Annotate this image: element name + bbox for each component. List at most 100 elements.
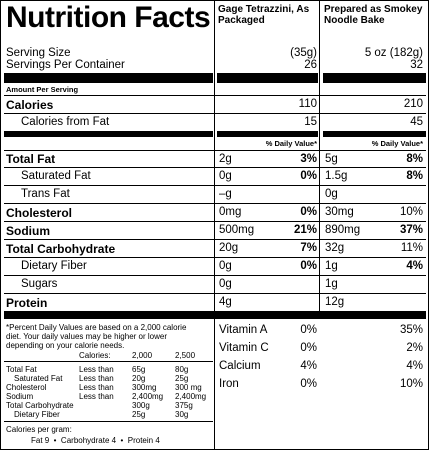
nutrient-amount-col1: 0mg	[219, 206, 242, 218]
dv-table-v1: 300mg	[132, 383, 157, 392]
dv-table-qual: Less than	[79, 383, 114, 392]
nutrient-name: Total Carbohydrate	[6, 242, 116, 256]
divider	[4, 421, 213, 422]
medium-divider	[323, 131, 426, 137]
divider	[4, 361, 213, 362]
column-separator	[319, 1, 320, 319]
calories-per-gram-values: Fat 9 • Carbohydrate 4 • Protein 4	[31, 436, 160, 445]
vitamin-name: Calcium	[219, 360, 261, 372]
footnote-calories-label: Calories:	[79, 351, 111, 360]
nutrient-dv-col2: 10%	[399, 206, 423, 218]
nutrient-amount-col1: 4g	[219, 296, 232, 308]
serving-size-col2: 5 oz (182g)	[364, 47, 423, 59]
divider	[4, 203, 426, 204]
divider	[4, 239, 426, 240]
nutrient-amount-col2: 12g	[325, 296, 345, 308]
vitamin-col2: 4%	[406, 360, 423, 372]
calories-from-fat-col1: 15	[304, 116, 317, 128]
vitamin-col1: 0%	[300, 342, 317, 354]
dv-table-v2: 30g	[175, 410, 189, 419]
thick-divider	[4, 73, 213, 83]
nutrient-name: Sodium	[6, 224, 50, 238]
dv-table-v2: 300 mg	[175, 383, 202, 392]
nutrient-dv-col1: 3%	[300, 153, 317, 165]
dv-table-v1: 20g	[132, 374, 146, 383]
dv-table-name: Total Fat	[6, 365, 37, 374]
divider	[4, 167, 426, 168]
servings-per-container-col1: 26	[304, 59, 317, 71]
nutrient-amount-col2: 5g	[325, 153, 338, 165]
nutrient-dv-col1: 0%	[300, 170, 317, 182]
daily-value-header-col1: % Daily Value*	[265, 139, 317, 148]
divider	[4, 150, 426, 151]
serving-size-label: Serving Size	[6, 47, 71, 59]
vitamin-col2: 10%	[399, 378, 423, 390]
nutrient-dv-col2: 37%	[399, 224, 423, 236]
dv-table-name: Total Carbohydrate	[6, 401, 74, 410]
dv-table-name: Dietary Fiber	[14, 410, 60, 419]
thick-divider	[4, 311, 426, 319]
column-header-as-packaged: Gage Tetrazzini, As Packaged	[218, 4, 310, 26]
servings-per-container-col2: 32	[410, 59, 423, 71]
dv-table-name: Saturated Fat	[14, 374, 63, 383]
nutrient-dv-col2: 11%	[400, 242, 423, 254]
nutrient-dv-col1: 7%	[300, 242, 317, 254]
divider	[4, 293, 426, 294]
dv-table-v1: 65g	[132, 365, 146, 374]
nutrient-name: Sugars	[21, 278, 58, 290]
nutrient-dv-col1: 0%	[300, 206, 317, 218]
dv-table-name: Sodium	[6, 392, 34, 401]
nutrient-amount-col2: 0g	[325, 188, 338, 200]
divider	[4, 257, 426, 258]
vitamin-name: Vitamin C	[219, 342, 269, 354]
footnote-line: diet. Your daily values may be higher or…	[6, 332, 167, 341]
dv-table-qual: Less than	[79, 365, 114, 374]
nutrient-amount-col2: 30mg	[325, 206, 354, 218]
dv-table-v2: 375g	[175, 401, 193, 410]
divider	[4, 185, 426, 186]
calories-label: Calories	[6, 98, 54, 112]
nutrient-amount-col2: 1.5g	[325, 170, 348, 182]
dv-table-name: Cholesterol	[6, 383, 47, 392]
column-separator	[214, 1, 215, 449]
footnote-cal-2000: 2,000	[132, 351, 153, 360]
nutrient-dv-col2: 4%	[406, 260, 423, 272]
daily-value-header-col2: % Daily Value*	[371, 139, 423, 148]
thick-divider	[323, 73, 426, 83]
vitamin-col2: 2%	[406, 342, 423, 354]
nutrient-name: Trans Fat	[21, 188, 70, 200]
nutrient-amount-col2: 1g	[325, 278, 338, 290]
nutrient-dv-col2: 8%	[406, 153, 423, 165]
nutrient-amount-col1: 0g	[219, 278, 232, 290]
dv-table-qual: Less than	[79, 374, 114, 383]
serving-size-col1: (35g)	[290, 47, 317, 59]
vitamin-col2: 35%	[399, 324, 423, 336]
nutrient-dv-col2: 8%	[406, 170, 423, 182]
dv-table-v2: 80g	[175, 365, 189, 374]
medium-divider	[4, 131, 213, 137]
dv-table-v1: 300g	[132, 401, 150, 410]
divider	[4, 95, 426, 96]
dv-table-v2: 25g	[175, 374, 189, 383]
vitamin-name: Iron	[219, 378, 239, 390]
vitamin-col1: 0%	[300, 378, 317, 390]
footnote-cal-2500: 2,500	[175, 351, 196, 360]
nutrient-amount-col1: 0g	[219, 170, 232, 182]
amount-per-serving: Amount Per Serving	[6, 85, 79, 94]
calories-per-gram-label: Calories per gram:	[6, 425, 72, 434]
calories-from-fat-col2: 45	[410, 116, 423, 128]
footnote-line: depending on your calorie needs.	[6, 341, 125, 350]
nutrient-dv-col1: 21%	[293, 224, 317, 236]
nutrient-amount-col1: –g	[219, 188, 232, 200]
nutrient-amount-col1: 20g	[219, 242, 239, 254]
divider	[4, 275, 426, 276]
dv-table-v1: 25g	[132, 410, 146, 419]
nutrient-amount-col1: 2g	[219, 153, 232, 165]
nutrient-name: Dietary Fiber	[21, 260, 87, 272]
calories-from-fat-label: Calories from Fat	[21, 116, 110, 128]
nutrient-name: Total Fat	[6, 152, 56, 166]
nutrient-amount-col1: 500mg	[219, 224, 255, 236]
nutrient-name: Cholesterol	[6, 206, 73, 220]
nutrient-amount-col2: 1g	[325, 260, 338, 272]
